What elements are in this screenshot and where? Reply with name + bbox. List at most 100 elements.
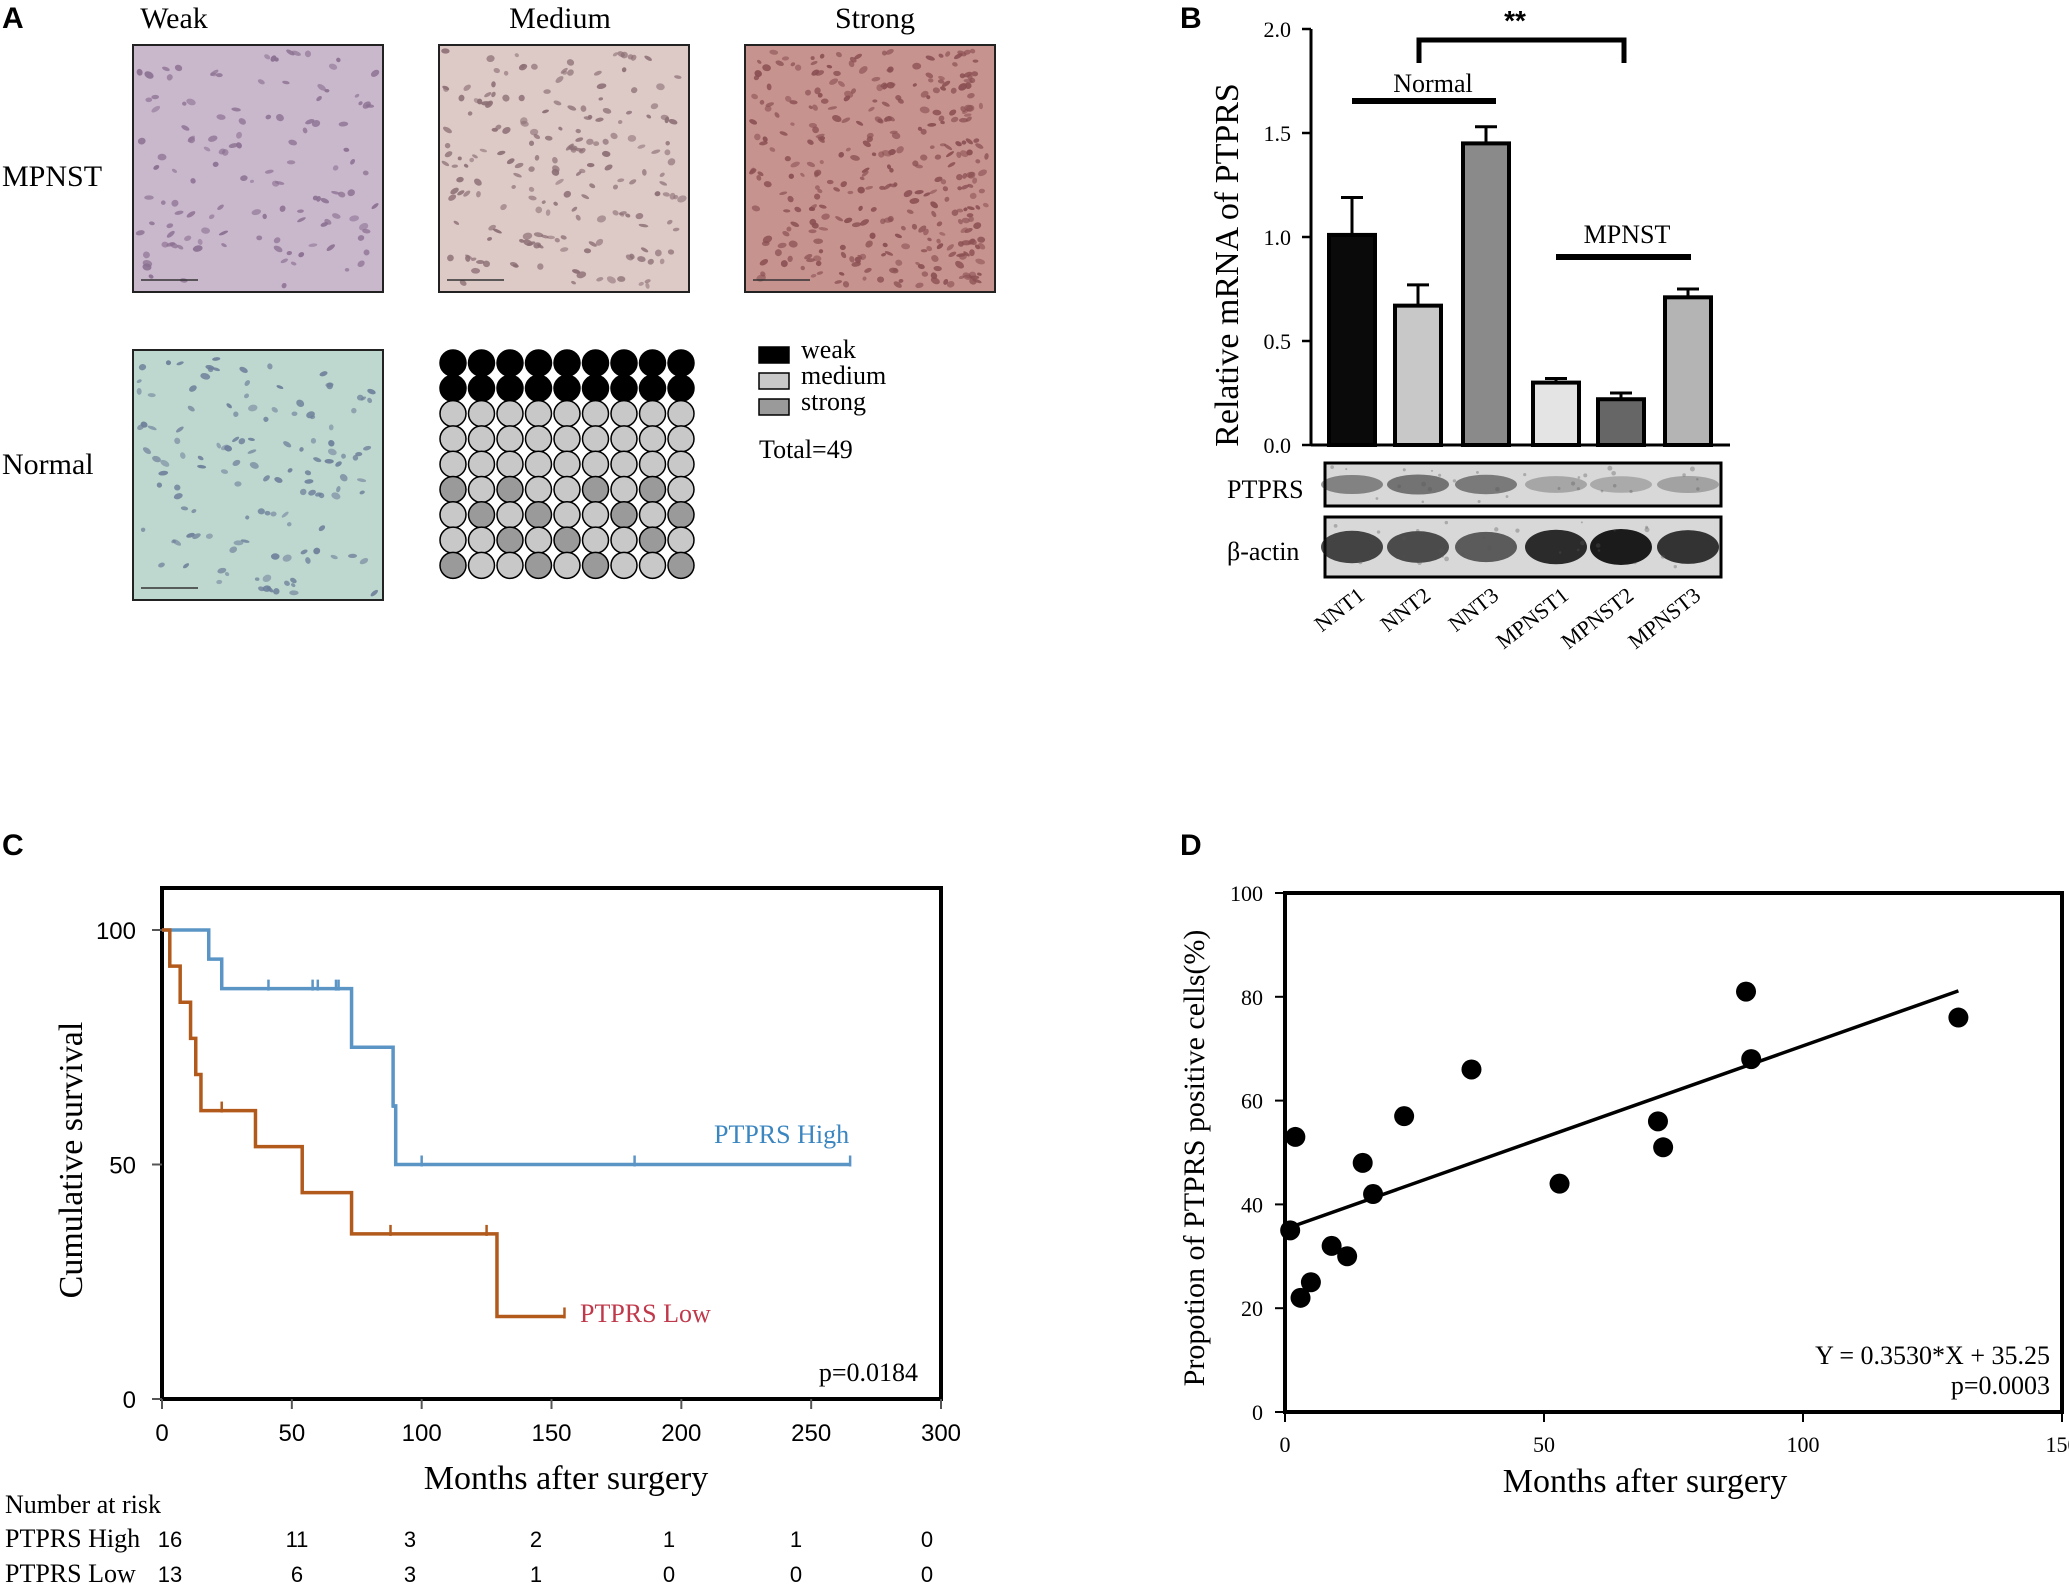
cell-nucleus [224, 572, 230, 577]
b-category-label: MPNST1 [1491, 582, 1573, 654]
cell-nucleus [145, 97, 153, 103]
cell-nucleus [966, 213, 974, 218]
waffle-dot [467, 475, 496, 504]
cell-nucleus [290, 261, 297, 266]
waffle-dot [439, 450, 467, 478]
cell-nucleus [330, 554, 338, 560]
cell-nucleus [528, 195, 537, 201]
cell-nucleus [240, 175, 248, 181]
blot-noise [1645, 525, 1649, 529]
cell-nucleus [286, 160, 296, 165]
cell-nucleus [794, 64, 802, 71]
cell-nucleus [528, 166, 535, 172]
cell-nucleus [838, 272, 845, 276]
cell-nucleus [939, 143, 947, 147]
cell-nucleus [865, 185, 874, 190]
blot-noise [1416, 529, 1420, 533]
cell-nucleus [849, 256, 855, 263]
risk-value: 13 [158, 1562, 182, 1585]
cell-nucleus [884, 251, 894, 256]
cell-nucleus [537, 263, 544, 270]
blot-band [1455, 531, 1517, 563]
cell-nucleus [555, 178, 564, 185]
cell-nucleus [638, 223, 649, 228]
scatter-point [1549, 1173, 1570, 1194]
cell-nucleus [975, 258, 985, 265]
blot-noise [1376, 530, 1381, 534]
cell-nucleus [892, 267, 898, 273]
cell-nucleus [912, 83, 917, 87]
waffle-dot [524, 501, 553, 529]
cell-nucleus [308, 489, 316, 496]
cell-nucleus [896, 146, 904, 154]
cell-nucleus [977, 236, 986, 243]
cell-nucleus [664, 116, 670, 124]
cell-nucleus [938, 115, 945, 122]
cell-nucleus [205, 364, 215, 370]
cell-nucleus [238, 118, 246, 125]
waffle-chart [439, 349, 695, 580]
c-xtick-label: 100 [402, 1420, 442, 1447]
waffle-dot [467, 374, 496, 403]
cell-nucleus [157, 153, 167, 161]
blot-noise [1696, 487, 1700, 491]
cell-nucleus [497, 150, 506, 156]
cell-nucleus [829, 78, 839, 85]
cell-nucleus [667, 219, 673, 225]
cell-nucleus [975, 205, 981, 210]
cell-nucleus [754, 133, 761, 141]
cell-nucleus [142, 260, 153, 267]
cell-nucleus [158, 470, 169, 476]
cell-nucleus [619, 212, 625, 217]
legend-swatch-medium [758, 372, 790, 390]
blot-noise [1403, 555, 1406, 558]
d-ytick-label: 100 [1230, 881, 1263, 906]
cell-nucleus [595, 117, 604, 122]
cell-nucleus [173, 493, 183, 500]
blot-noise [1523, 472, 1527, 477]
risk-values: 16 11 3 2 1 1 013 6 3 1 0 0 0 [158, 1527, 933, 1585]
cell-nucleus [886, 164, 892, 170]
cell-nucleus [617, 51, 625, 58]
scatter-point [1461, 1059, 1482, 1080]
cell-nucleus [350, 158, 356, 165]
cell-nucleus [937, 79, 945, 84]
blot-noise [1477, 499, 1481, 504]
cell-nucleus [887, 66, 894, 73]
b-significance-bracket: ** [1416, 5, 1627, 63]
cell-nucleus [308, 243, 318, 247]
cell-nucleus [961, 184, 969, 190]
cell-nucleus [459, 279, 467, 286]
cell-nucleus [923, 228, 929, 236]
waffle-dot [638, 526, 667, 554]
cell-nucleus [166, 242, 176, 247]
waffle-dot [638, 551, 667, 580]
cell-nucleus [818, 227, 829, 231]
cell-nucleus [529, 128, 539, 136]
scatter-point [1363, 1184, 1384, 1205]
cell-nucleus [838, 151, 845, 158]
cell-nucleus [889, 130, 898, 134]
cell-nucleus [790, 122, 795, 126]
cell-nucleus [936, 221, 943, 227]
cell-nucleus [940, 86, 947, 91]
cell-nucleus [232, 436, 240, 443]
waffle-dot [467, 526, 496, 554]
cell-nucleus [560, 235, 567, 240]
cell-nucleus [659, 172, 665, 177]
cell-nucleus [834, 280, 843, 284]
cell-nucleus [140, 421, 148, 428]
cell-nucleus [191, 509, 197, 514]
cell-nucleus [212, 161, 219, 167]
c-xtick-label: 50 [278, 1420, 305, 1447]
cell-nucleus [918, 225, 927, 233]
cell-nucleus [821, 213, 830, 220]
cell-nucleus [281, 511, 289, 518]
cell-nucleus [813, 169, 822, 177]
c-ytick-label: 50 [109, 1153, 136, 1180]
cell-nucleus [282, 80, 290, 85]
cell-nucleus [344, 267, 350, 272]
cell-nucleus [756, 59, 762, 64]
cell-nucleus [921, 271, 929, 277]
cell-nucleus [764, 105, 772, 112]
